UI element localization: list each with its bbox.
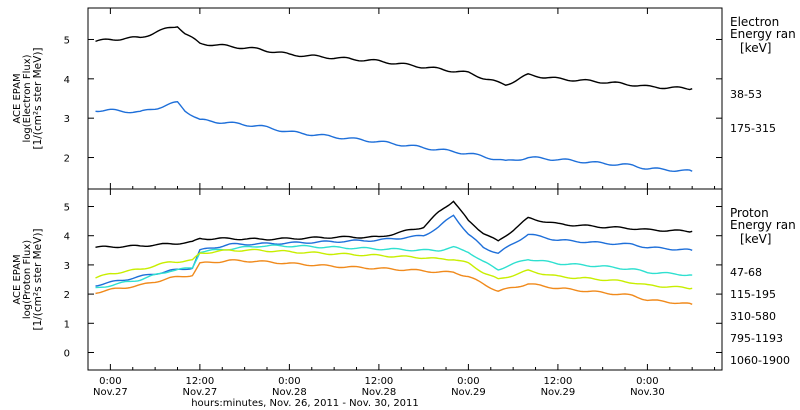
x-tick-time-label: 12:00 [543, 376, 572, 387]
proton-legend-subtitle: Energy ran [730, 218, 796, 232]
x-tick-date-label: Nov.30 [630, 387, 665, 398]
x-tick-date-label: Nov.28 [362, 387, 397, 398]
proton-ytick-label: 5 [64, 203, 70, 214]
x-tick-date-label: Nov.29 [451, 387, 486, 398]
electron-series-175-315 [95, 100, 693, 173]
proton-legend-entry: 1060-1900 [730, 354, 790, 367]
x-tick-date-label: Nov.27 [183, 387, 218, 398]
x-tick-time-label: 12:00 [185, 376, 214, 387]
proton-series-115-195 [95, 214, 693, 287]
electron-ytick-label: 3 [64, 114, 70, 125]
electron-ylabel-line: log(Electron Flux) [22, 54, 33, 142]
x-tick-time-label: 0:00 [99, 376, 121, 387]
proton-ylabel: ACE EPAM log(Proton Flux) [1/(cm²s ster Me… [12, 228, 44, 330]
electron-legend-entry: 175-315 [730, 122, 776, 135]
electron-ytick-label: 4 [64, 75, 70, 86]
proton-frame [87, 188, 723, 371]
electron-ylabel: ACE EPAM log(Electron Flux) [1/(cm²s ster … [12, 47, 44, 149]
x-tick-time-label: 12:00 [364, 376, 393, 387]
electron-ylabel-line: ACE EPAM [12, 73, 23, 123]
electron-panel: 2 3 4 5 ACE EPAM log(Electron Flux) [1/(cm²s s… [12, 7, 796, 190]
proton-legend-units: [keV] [740, 232, 771, 246]
proton-ytick-label: 3 [64, 261, 70, 272]
x-axis-label: hours:minutes, Nov. 26, 2011 - Nov. 30, … [191, 398, 419, 409]
x-axis: 0:00Nov.2712:00Nov.270:00Nov.2812:00Nov.… [93, 376, 665, 409]
proton-legend-title: Proton [730, 206, 769, 220]
electron-series-38-53 [95, 26, 693, 91]
proton-legend-entry: 47-68 [730, 266, 762, 279]
proton-series-795-1193 [95, 248, 693, 290]
proton-ylabel-line: [1/(cm²s ster MeV)] [32, 228, 44, 330]
proton-ylabel-line: ACE EPAM [12, 254, 23, 304]
electron-legend-subtitle: Energy ran [730, 27, 796, 41]
x-tick-date-label: Nov.28 [272, 387, 307, 398]
electron-ytick-label: 2 [64, 154, 70, 165]
x-tick-date-label: Nov.27 [93, 387, 128, 398]
proton-panel: 0 1 2 3 4 5 ACE EPAM log(Proton Flux) [1/(cm²s s… [12, 188, 796, 371]
proton-legend-entry: 115-195 [730, 288, 776, 301]
electron-legend-units: [keV] [740, 41, 771, 55]
electron-ylabel-line: [1/(cm²s ster MeV)] [32, 47, 44, 149]
electron-ytick-label: 5 [64, 35, 70, 46]
proton-ylabel-line: log(Proton Flux) [22, 240, 33, 319]
proton-series-1060-1900 [95, 259, 693, 305]
proton-ytick-label: 1 [64, 319, 70, 330]
electron-legend-entry: 38-53 [730, 88, 762, 101]
proton-series-310-580 [95, 244, 693, 289]
x-tick-time-label: 0:00 [278, 376, 300, 387]
x-tick-time-label: 0:00 [636, 376, 658, 387]
electron-legend-title: Electron [730, 15, 779, 29]
electron-frame [87, 7, 723, 190]
proton-ytick-label: 4 [64, 232, 70, 243]
proton-series-47-68 [95, 200, 693, 249]
proton-ytick-label: 2 [64, 290, 70, 301]
x-tick-time-label: 0:00 [457, 376, 479, 387]
x-tick-date-label: Nov.29 [541, 387, 576, 398]
proton-legend-entry: 795-1193 [730, 332, 783, 345]
proton-legend-entry: 310-580 [730, 310, 776, 323]
proton-ytick-label: 0 [64, 348, 70, 359]
